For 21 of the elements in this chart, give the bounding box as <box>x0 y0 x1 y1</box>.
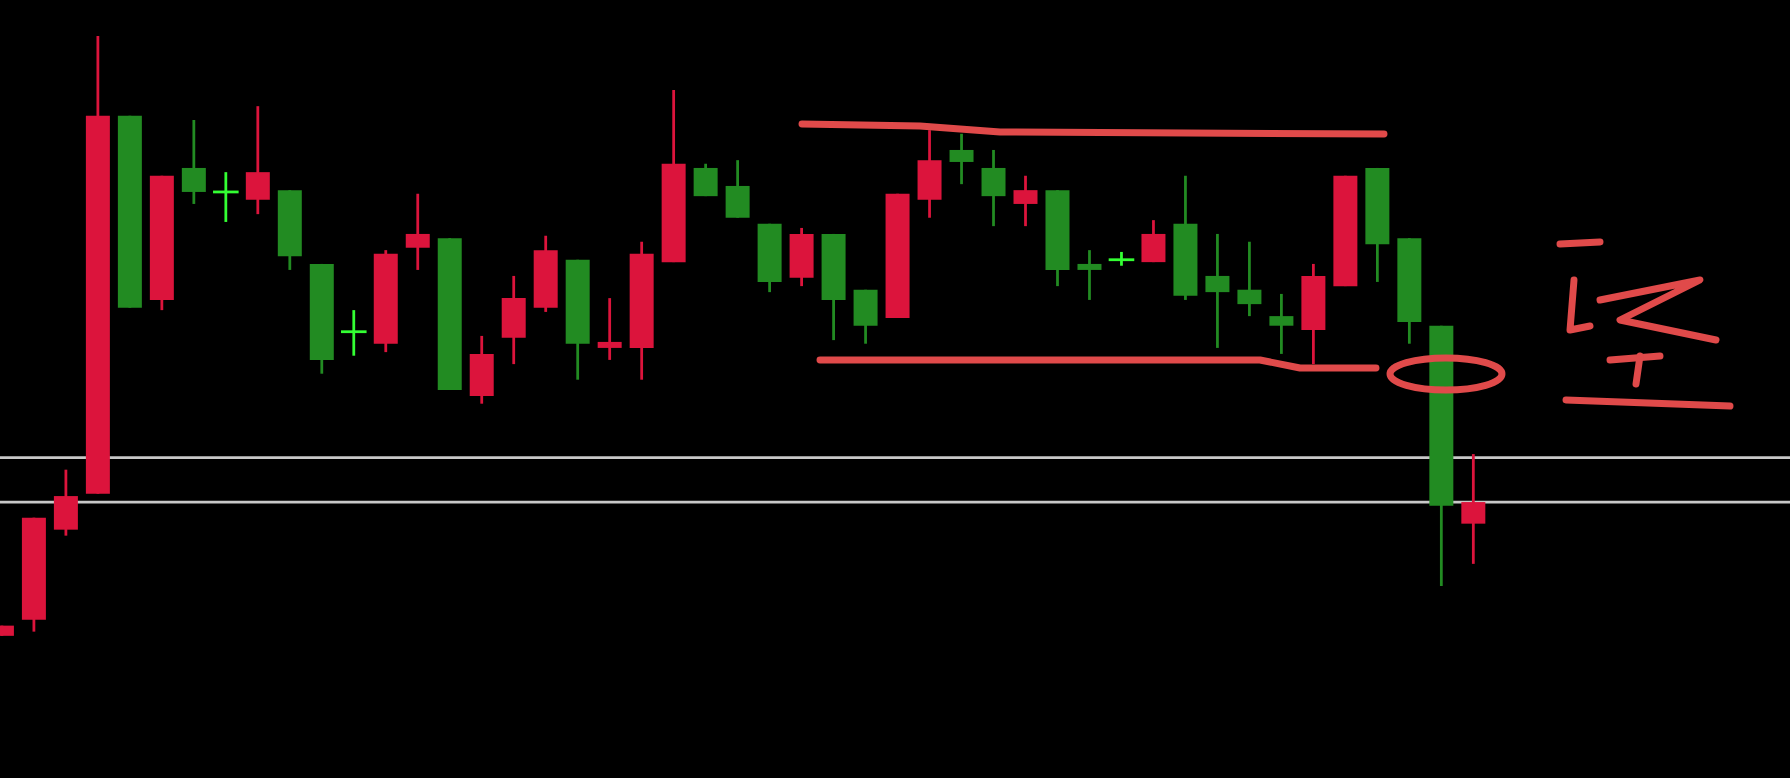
candlestick <box>693 162 718 198</box>
candlestick <box>501 274 526 366</box>
candlestick <box>1269 292 1294 356</box>
candlestick <box>1237 240 1262 318</box>
candlestick <box>1077 248 1102 302</box>
candlestick <box>981 148 1006 228</box>
candlestick <box>53 468 78 538</box>
candlestick <box>789 226 814 288</box>
candlestick <box>597 296 622 362</box>
candlestick <box>917 128 942 220</box>
candlestick <box>1141 218 1166 264</box>
candlestick <box>949 132 974 186</box>
candlestick <box>245 104 270 216</box>
candlestick <box>725 158 750 220</box>
candlestick <box>469 334 494 406</box>
candlestick <box>853 288 878 346</box>
candlestick <box>405 192 430 272</box>
candlestick <box>1013 174 1038 228</box>
candlestick <box>1205 232 1230 350</box>
candlestick <box>1461 452 1486 566</box>
candlestick <box>181 118 206 206</box>
